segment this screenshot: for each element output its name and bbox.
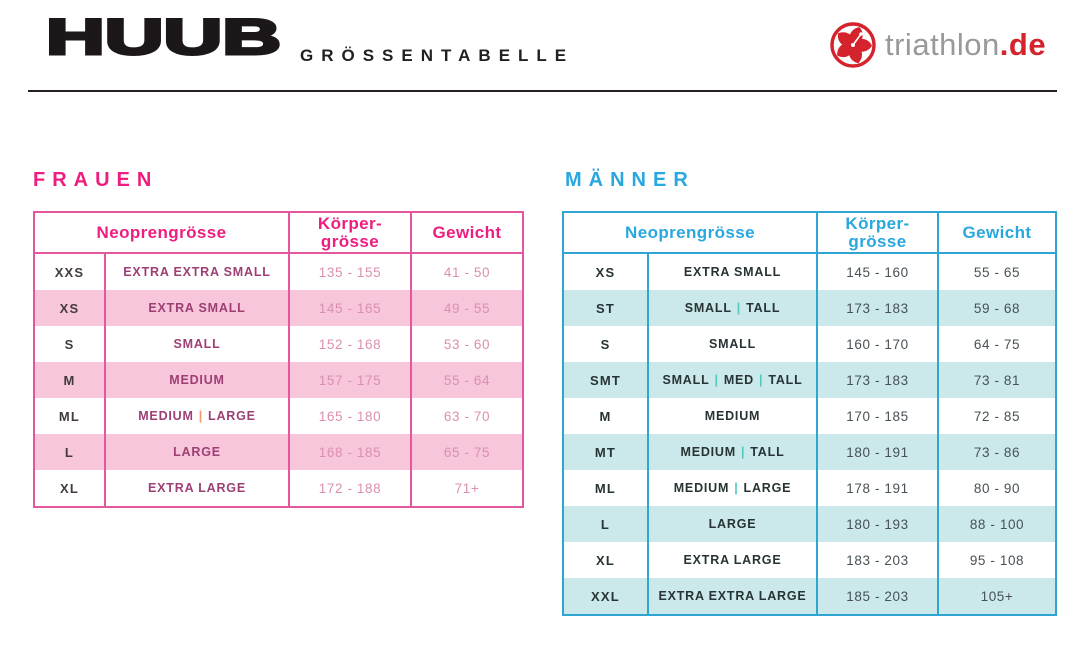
weight-range-cell: 55 - 65 — [937, 254, 1055, 290]
weight-range-cell: 80 - 90 — [937, 470, 1055, 506]
height-range-cell: 180 - 193 — [816, 506, 937, 542]
size-code-cell: ML — [594, 480, 617, 496]
triathlon-de-wordmark: triathlon.de — [885, 27, 1046, 63]
size-name-cell: MEDIUM | LARGE — [104, 398, 288, 434]
size-name-cell: EXTRA EXTRA LARGE — [647, 578, 816, 614]
column-header-koerpergroesse-line1: Körper- — [317, 213, 383, 233]
height-range-cell: 168 - 185 — [288, 434, 410, 470]
triathlon-de-logo: triathlon.de — [828, 20, 1046, 70]
size-name-cell: SMALL — [104, 326, 288, 362]
size-code-cell: S — [64, 336, 75, 352]
column-header-gewicht: Gewicht — [937, 213, 1055, 254]
size-name-cell: SMALL | MED | TALL — [647, 362, 816, 398]
weight-range-cell: 53 - 60 — [410, 326, 522, 362]
column-header-koerpergroesse-line1: Körper- — [845, 213, 910, 233]
height-range-cell: 172 - 188 — [288, 470, 410, 506]
column-header-koerpergroesse: Körper- grösse — [816, 213, 937, 254]
size-code-cell: M — [599, 408, 612, 424]
size-name-cell: EXTRA LARGE — [647, 542, 816, 578]
height-range-cell: 165 - 180 — [288, 398, 410, 434]
size-name-cell: EXTRA SMALL — [104, 290, 288, 326]
weight-range-cell: 55 - 64 — [410, 362, 522, 398]
size-code-cell: M — [35, 362, 104, 398]
weight-range-cell: 73 - 86 — [937, 434, 1055, 470]
height-range-cell: 145 - 165 — [288, 290, 410, 326]
height-range-cell: 157 - 175 — [288, 362, 410, 398]
column-header-neoprengroesse: Neoprengrösse — [35, 213, 288, 254]
weight-range-cell: 95 - 108 — [937, 542, 1055, 578]
size-code-cell: XS — [595, 264, 616, 280]
size-name-cell: EXTRA LARGE — [104, 470, 288, 506]
frauen-size-table: Neoprengrösse Körper- grösse Gewicht XXS… — [33, 211, 524, 508]
height-range-cell: 173 - 183 — [816, 362, 937, 398]
size-name-cell: EXTRA EXTRA SMALL — [104, 254, 288, 290]
partner-name-text: triathlon — [885, 27, 1000, 62]
size-code-cell: L — [564, 506, 647, 542]
weight-range-cell: 65 - 75 — [410, 434, 522, 470]
size-name-cell: MEDIUM | TALL — [647, 434, 816, 470]
height-range-cell: 178 - 191 — [816, 470, 937, 506]
section-title-frauen: FRAUEN — [33, 169, 159, 191]
height-range-cell: 145 - 160 — [816, 254, 937, 290]
height-range-cell: 160 - 170 — [816, 326, 937, 362]
section-title-maenner: MÄNNER — [565, 169, 695, 191]
weight-range-cell: 49 - 55 — [410, 290, 522, 326]
weight-range-cell: 41 - 50 — [410, 254, 522, 290]
size-code-cell: S — [600, 336, 611, 352]
size-code-cell: XL — [595, 552, 615, 568]
huub-logo-text: HUUB — [46, 14, 281, 60]
name-separator: | — [740, 445, 746, 459]
weight-range-cell: 63 - 70 — [410, 398, 522, 434]
height-range-cell: 180 - 191 — [816, 434, 937, 470]
huub-logo: HUUB — [45, 8, 286, 67]
name-separator: | — [759, 373, 764, 387]
height-range-cell: 183 - 203 — [816, 542, 937, 578]
size-code-cell: ST — [564, 290, 647, 326]
size-name-cell: LARGE — [647, 506, 816, 542]
size-name-cell: EXTRA SMALL — [647, 254, 816, 290]
size-code-cell: MT — [564, 434, 647, 470]
size-name-cell: SMALL | TALL — [647, 290, 816, 326]
column-header-koerpergroesse-line2: grösse — [848, 231, 907, 251]
size-name-cell: MEDIUM — [647, 398, 816, 434]
name-separator: | — [198, 409, 204, 423]
size-code-cell: XXL — [564, 578, 647, 614]
name-separator: | — [714, 373, 719, 387]
weight-range-cell: 73 - 81 — [937, 362, 1055, 398]
size-name-cell: LARGE — [104, 434, 288, 470]
weight-range-cell: 71+ — [410, 470, 522, 506]
height-range-cell: 152 - 168 — [288, 326, 410, 362]
height-range-cell: 135 - 155 — [288, 254, 410, 290]
huub-logo-graphic: HUUB — [45, 8, 283, 67]
hibiscus-flower-icon — [830, 22, 876, 68]
column-header-neoprengroesse: Neoprengrösse — [564, 213, 816, 254]
maenner-size-table: Neoprengrösse Körper- grösse Gewicht XS E… — [562, 211, 1057, 616]
height-range-cell: 170 - 185 — [816, 398, 937, 434]
name-separator: | — [736, 301, 742, 315]
size-name-cell: SMALL — [647, 326, 816, 362]
page-title: GRÖSSENTABELLE — [300, 46, 575, 65]
size-code-cell: L — [35, 434, 104, 470]
column-header-gewicht: Gewicht — [410, 213, 522, 254]
weight-range-cell: 72 - 85 — [937, 398, 1055, 434]
column-header-koerpergroesse-line2: grösse — [320, 231, 380, 251]
weight-range-cell: 105+ — [937, 578, 1055, 614]
weight-range-cell: 64 - 75 — [937, 326, 1055, 362]
name-separator: | — [734, 481, 739, 495]
size-code-cell: SMT — [564, 362, 647, 398]
weight-range-cell: 88 - 100 — [937, 506, 1055, 542]
size-code-cell: XXS — [54, 264, 85, 280]
size-code-cell: XL — [59, 480, 79, 496]
height-range-cell: 173 - 183 — [816, 290, 937, 326]
column-header-koerpergroesse: Körper- grösse — [288, 213, 410, 254]
size-name-cell: MEDIUM | LARGE — [647, 470, 816, 506]
weight-range-cell: 59 - 68 — [937, 290, 1055, 326]
size-code-cell: XS — [35, 290, 104, 326]
header-divider — [28, 90, 1057, 92]
size-code-cell: ML — [58, 408, 81, 424]
size-name-cell: MEDIUM — [104, 362, 288, 398]
height-range-cell: 185 - 203 — [816, 578, 937, 614]
partner-tld-text: .de — [999, 27, 1047, 62]
